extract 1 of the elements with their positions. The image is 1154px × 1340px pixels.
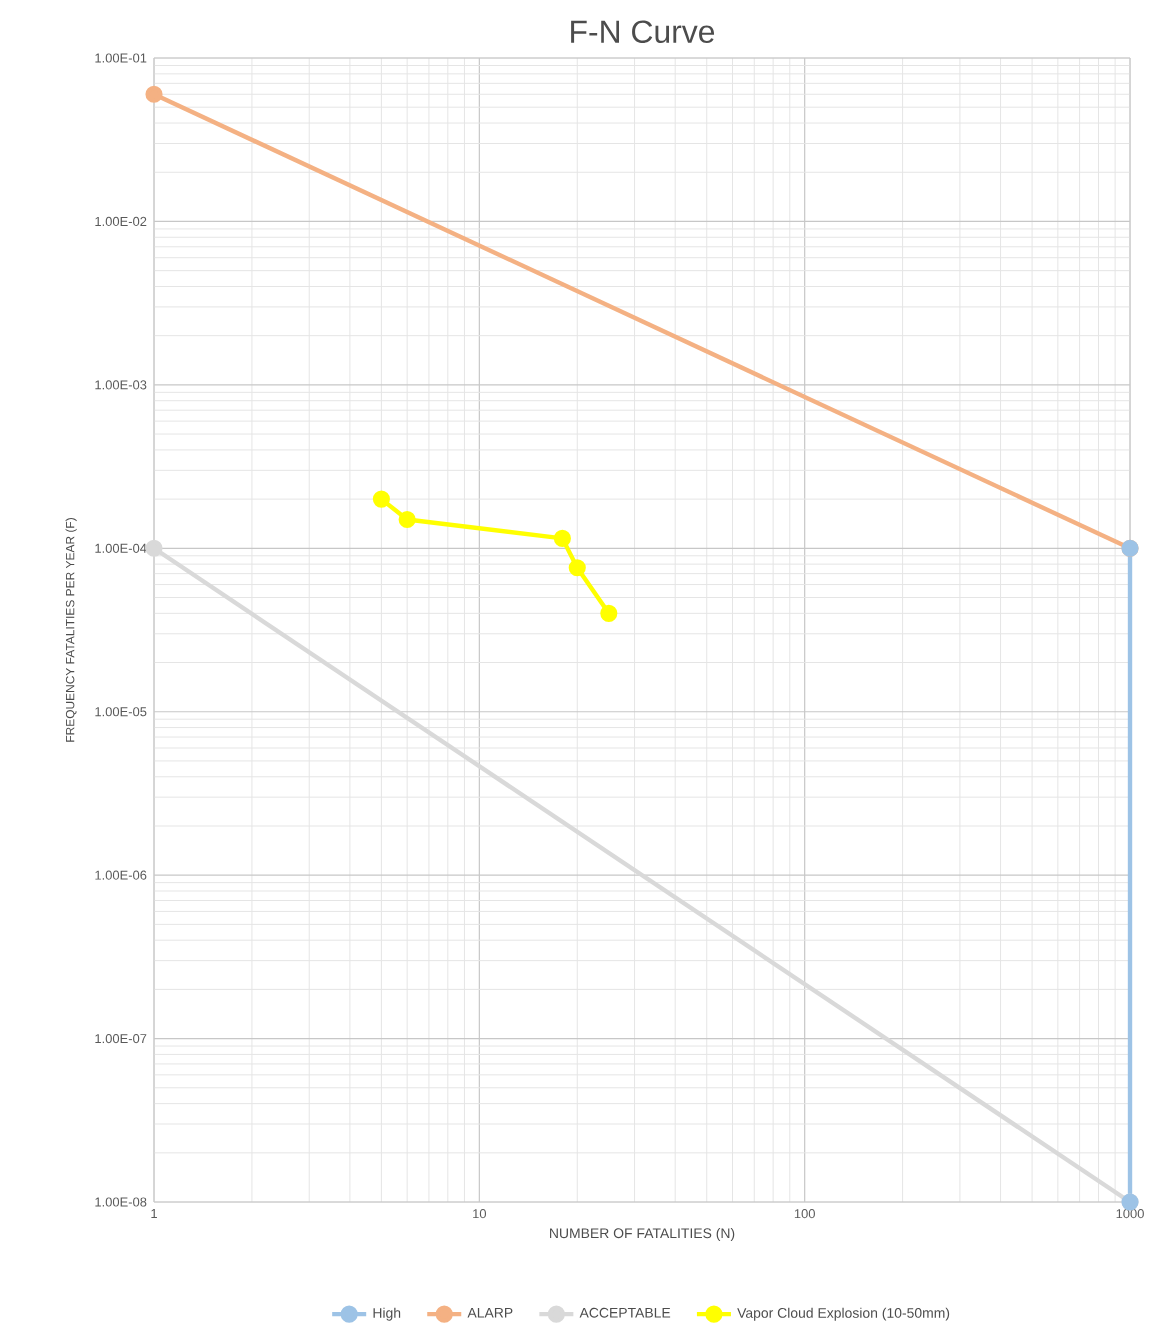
chart-title: F-N Curve (571, 20, 715, 44)
